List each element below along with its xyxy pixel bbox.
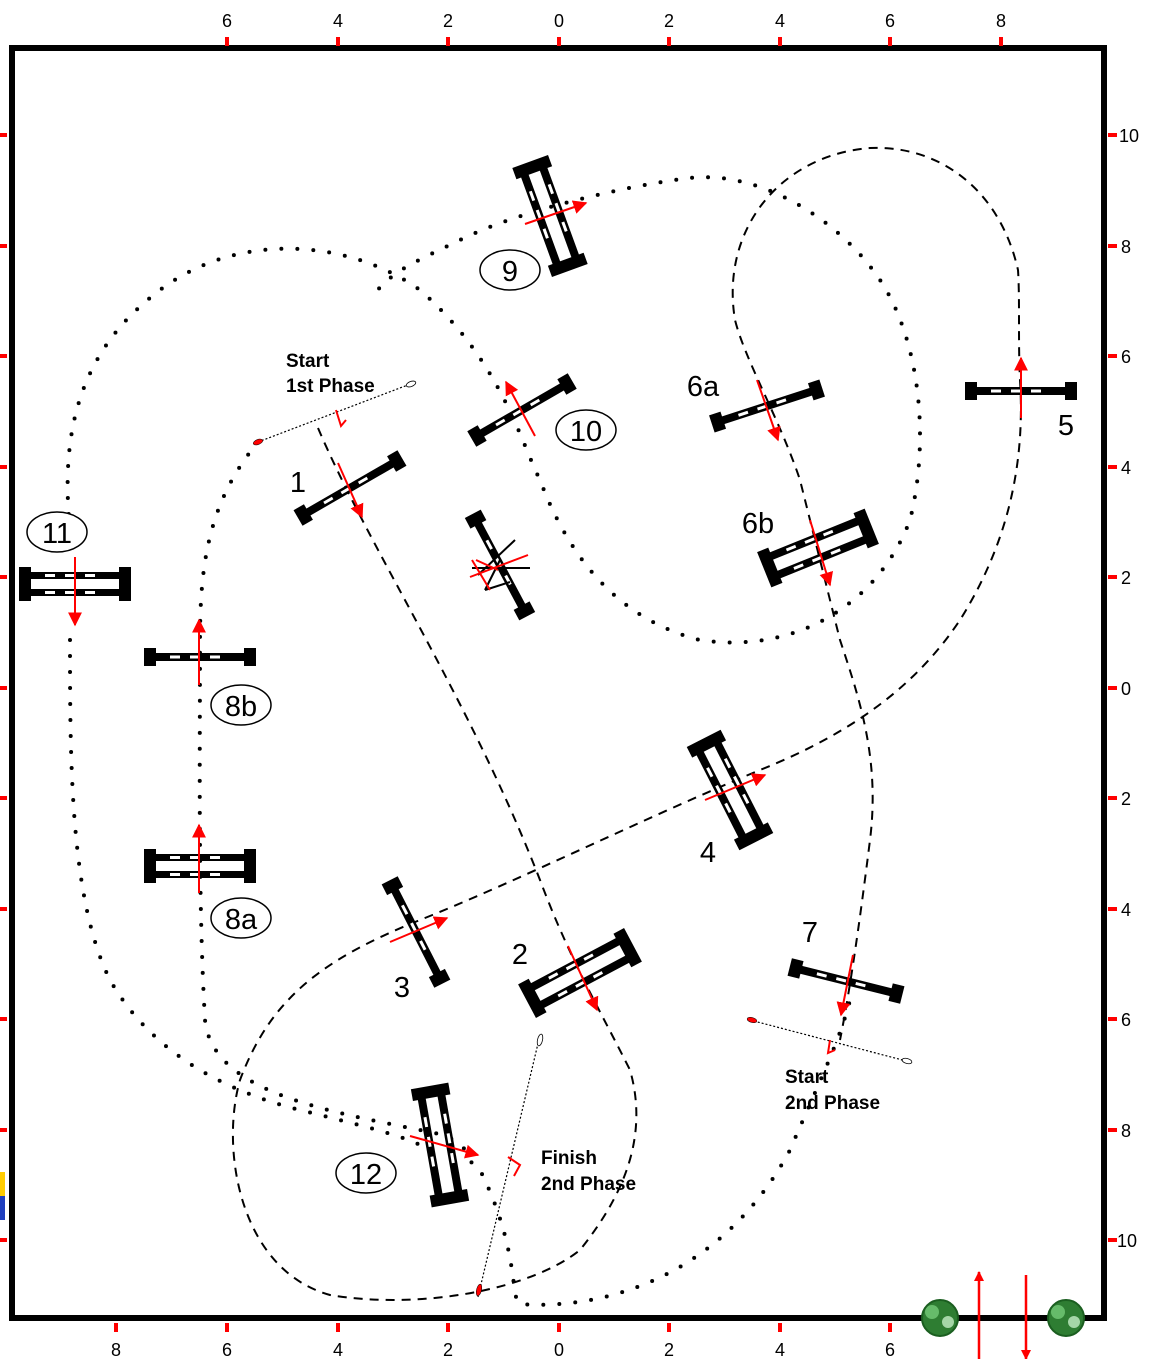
start-2nd-phase-line1: Start (785, 1067, 829, 1088)
start-marker (901, 1057, 913, 1065)
finish-marker (475, 1283, 483, 1297)
direction-arrow (704, 773, 767, 801)
fence-label-6b: 6b (742, 508, 774, 540)
fence-label-1: 1 (290, 467, 306, 499)
fence-label-11: 11 (26, 511, 88, 553)
direction-arrow (505, 380, 536, 437)
left-ticks (0, 133, 7, 1242)
fence-label-11-text: 11 (42, 518, 72, 550)
finish-2nd-phase-line1: Finish (541, 1148, 597, 1169)
right-tick-label: 10 (1119, 126, 1139, 146)
finish-line-2nd-phase (477, 1034, 541, 1298)
tree-icon (921, 1299, 959, 1337)
direction-arrow (524, 200, 588, 225)
fence-label-6a: 6a (687, 371, 720, 403)
top-tick-label: 4 (775, 11, 785, 31)
start-marker (746, 1017, 758, 1023)
route-dashed (231, 146, 1022, 1301)
top-tick-label: 2 (664, 11, 674, 31)
start-1st-phase-line1: Start (286, 351, 330, 372)
fence-label-10-text: 10 (570, 416, 602, 448)
fence-label-4: 4 (700, 837, 716, 869)
route-dotted (68, 638, 422, 1147)
right-tick-label: 2 (1121, 789, 1131, 809)
start-arrow (335, 409, 347, 429)
bottom-tick-label: 4 (775, 1340, 785, 1359)
bottom-tick-label: 2 (443, 1340, 453, 1359)
fence-label-12: 12 (335, 1152, 397, 1194)
top-tick-label: 4 (333, 11, 343, 31)
fence-label-8a: 8a (210, 897, 272, 939)
top-tick-label: 6 (222, 11, 232, 31)
right-tick-label: 6 (1121, 1010, 1131, 1030)
fence-label-8b-text: 8b (225, 691, 257, 723)
fence-label-7: 7 (802, 917, 818, 949)
finish-marker (536, 1033, 544, 1047)
bottom-ticks (114, 1323, 892, 1332)
right-tick-label: 0 (1121, 679, 1131, 699)
finish-arrow (507, 1156, 522, 1177)
top-tick-label: 2 (443, 11, 453, 31)
top-tick-labels: 6 4 2 0 2 4 6 8 (222, 11, 1006, 31)
finish-2nd-phase-line2: 2nd Phase (541, 1174, 636, 1195)
top-ticks (225, 37, 1003, 46)
fence-label-9: 9 (479, 249, 541, 291)
direction-arrow (567, 945, 599, 1012)
fence-label-8a-text: 8a (225, 904, 258, 936)
direction-arrow (756, 379, 781, 442)
fence-label-5: 5 (1058, 410, 1074, 442)
flag-icon (0, 1172, 5, 1220)
right-ticks (1108, 133, 1117, 1242)
right-tick-label: 6 (1121, 347, 1131, 367)
right-tick-label: 8 (1121, 1121, 1131, 1141)
direction-arrow (389, 916, 449, 943)
fence-label-2: 2 (512, 939, 528, 971)
bottom-tick-label: 4 (333, 1340, 343, 1359)
right-tick-label: 8 (1121, 237, 1131, 257)
bottom-tick-label: 2 (664, 1340, 674, 1359)
start-line-2nd-phase (749, 1019, 911, 1063)
start-2nd-phase-line2: 2nd Phase (785, 1093, 880, 1114)
fence-label-3: 3 (394, 972, 410, 1004)
direction-arrow (409, 1135, 480, 1159)
direction-arrow (836, 954, 854, 1017)
start-arrow (826, 1039, 836, 1055)
fence-label-10: 10 (555, 409, 617, 451)
fence-label-9-text: 9 (502, 256, 518, 288)
start-marker (405, 380, 417, 388)
right-tick-labels: 10 8 6 4 2 0 2 4 6 8 10 (1117, 126, 1139, 1251)
top-tick-label: 8 (996, 11, 1006, 31)
bottom-tick-labels: 8 6 4 2 0 2 4 6 (111, 1340, 895, 1359)
right-tick-label: 4 (1121, 458, 1131, 478)
top-tick-label: 6 (885, 11, 895, 31)
fence-label-12-text: 12 (350, 1159, 382, 1191)
right-tick-label: 4 (1121, 900, 1131, 920)
bottom-tick-label: 6 (885, 1340, 895, 1359)
crossed-arrows (469, 554, 529, 591)
direction-arrow (809, 519, 833, 587)
right-tick-label: 2 (1121, 568, 1131, 588)
start-marker (252, 438, 264, 446)
route-dotted (197, 440, 852, 1307)
fence-label-8b: 8b (210, 684, 272, 726)
bottom-tick-label: 0 (554, 1340, 564, 1359)
arena-border (9, 45, 1107, 1321)
fence-12 (410, 1082, 470, 1208)
direction-arrow (337, 462, 364, 519)
tree-icon (1047, 1299, 1085, 1337)
bottom-tick-label: 8 (111, 1340, 121, 1359)
fence-7 (787, 958, 905, 1004)
bottom-tick-label: 6 (222, 1340, 232, 1359)
start-1st-phase-line2: 1st Phase (286, 376, 375, 397)
right-tick-label: 10 (1117, 1231, 1137, 1251)
top-tick-label: 0 (554, 11, 564, 31)
